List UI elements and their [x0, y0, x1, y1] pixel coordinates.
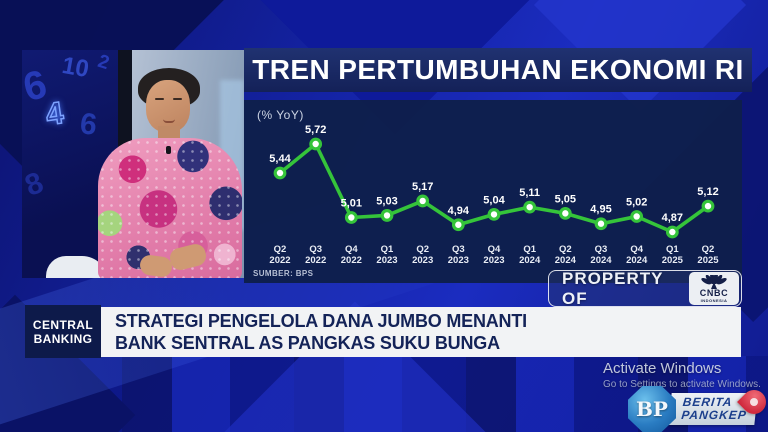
svg-text:2024: 2024 [590, 255, 612, 266]
lapel-mic [166, 146, 171, 154]
svg-text:Q3: Q3 [595, 244, 608, 255]
svg-text:Q4: Q4 [345, 244, 358, 255]
svg-text:Q3: Q3 [452, 244, 465, 255]
backdrop-number: 10 [59, 51, 91, 84]
svg-text:5,05: 5,05 [555, 193, 576, 205]
svg-text:5,72: 5,72 [305, 124, 326, 136]
program-tag-line2: BANKING [33, 331, 93, 346]
svg-text:5,17: 5,17 [412, 181, 433, 193]
svg-text:2022: 2022 [341, 255, 362, 266]
svg-text:2022: 2022 [305, 255, 326, 266]
backdrop-number: 2 [95, 50, 112, 75]
svg-text:2023: 2023 [448, 255, 469, 266]
svg-text:2022: 2022 [269, 255, 290, 266]
svg-text:2023: 2023 [412, 255, 433, 266]
svg-text:2024: 2024 [626, 255, 648, 266]
svg-text:4,95: 4,95 [590, 204, 611, 216]
chart-panel: (% YoY) 5,44 Q2 2022 5,72 Q3 2022 5,01 Q4 2022 5,… [244, 100, 742, 283]
headline-line1: STRATEGI PENGELOLA DANA JUMBO MENANTI [115, 311, 527, 331]
speaker-eyebrow [155, 98, 164, 100]
cnbc-indonesia-logo: CNBC INDONESIA [689, 272, 739, 305]
studio-video-window: 6 10 2 4 6 8 [22, 50, 244, 278]
svg-text:5,04: 5,04 [483, 194, 505, 206]
svg-text:Q2: Q2 [274, 244, 287, 255]
svg-text:2024: 2024 [519, 255, 541, 266]
chart-title: TREN PERTUMBUHAN EKONOMI RI [252, 54, 744, 85]
chart-title-bar: TREN PERTUMBUHAN EKONOMI RI [244, 48, 752, 92]
headline-banner: STRATEGI PENGELOLA DANA JUMBO MENANTI BA… [101, 307, 741, 357]
bp-monogram-badge: BP [628, 386, 676, 432]
activate-windows-watermark: Activate Windows Go to Settings to activ… [603, 360, 761, 390]
svg-text:4,87: 4,87 [662, 212, 683, 224]
svg-text:Q1: Q1 [381, 244, 394, 255]
program-tag: CENTRAL BANKING [25, 305, 101, 358]
speaker-eyebrow [173, 98, 182, 100]
svg-text:5,03: 5,03 [376, 195, 397, 207]
svg-text:2025: 2025 [662, 255, 684, 266]
backdrop-number: 8 [22, 166, 48, 203]
speaker-batik-shirt [98, 138, 242, 278]
backdrop-number: 6 [78, 107, 99, 142]
growth-line-chart: 5,44Q220225,72Q320225,01Q420225,03Q12023… [269, 124, 719, 266]
chart-source-label: SUMBER: BPS [253, 269, 314, 278]
chart-unit-label: (% YoY) [257, 108, 304, 122]
speaker-face [146, 80, 190, 132]
station-logo: BERITA PANGKEP BP [628, 385, 768, 432]
backdrop-number-neon: 4 [43, 94, 66, 133]
svg-text:Q3: Q3 [309, 244, 322, 255]
studio-chair [46, 256, 108, 278]
svg-text:2025: 2025 [697, 255, 719, 266]
svg-text:5,01: 5,01 [341, 198, 362, 210]
program-tag-line1: CENTRAL [32, 317, 94, 332]
svg-text:Q4: Q4 [488, 244, 501, 255]
svg-text:Q2: Q2 [702, 244, 715, 255]
activate-windows-line2: Go to Settings to activate Windows. [603, 379, 761, 390]
cnbc-wordmark: CNBC [699, 288, 729, 298]
svg-text:Q1: Q1 [666, 244, 679, 255]
svg-text:5,11: 5,11 [519, 187, 540, 199]
activate-windows-line1: Activate Windows [603, 360, 722, 377]
property-watermark-text: PROPERTY OF [562, 268, 664, 308]
svg-text:5,02: 5,02 [626, 196, 647, 208]
svg-text:4,94: 4,94 [448, 205, 470, 217]
svg-text:Q2: Q2 [559, 244, 572, 255]
speaker-mouth [163, 119, 175, 123]
headline-line2: BANK SENTRAL AS PANGKAS SUKU BUNGA [115, 333, 500, 353]
svg-text:Q1: Q1 [523, 244, 536, 255]
station-logo-line2: PANGKEP [680, 408, 748, 422]
svg-text:2023: 2023 [483, 255, 504, 266]
svg-text:2023: 2023 [376, 255, 397, 266]
svg-text:Q4: Q4 [630, 244, 643, 255]
svg-text:5,44: 5,44 [269, 153, 291, 165]
cnbc-peacock-icon [701, 275, 727, 289]
svg-text:Q2: Q2 [416, 244, 429, 255]
bp-monogram: BP [636, 397, 668, 421]
property-watermark: PROPERTY OF CNBC INDONESIA [548, 268, 742, 308]
svg-text:5,12: 5,12 [697, 186, 718, 198]
cnbc-subwordmark: INDONESIA [700, 298, 728, 303]
svg-text:2024: 2024 [555, 255, 577, 266]
